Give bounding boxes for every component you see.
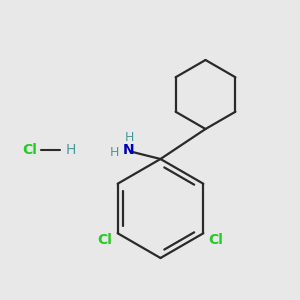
Text: N: N (122, 143, 134, 157)
Text: Cl: Cl (208, 233, 223, 248)
Text: H: H (124, 131, 134, 144)
Text: H: H (109, 146, 119, 160)
Text: Cl: Cl (22, 143, 38, 157)
Text: Cl: Cl (98, 233, 112, 248)
Text: H: H (65, 143, 76, 157)
